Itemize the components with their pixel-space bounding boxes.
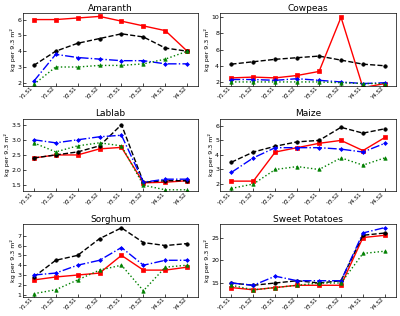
Y-axis label: kg per 9.3 m²: kg per 9.3 m² xyxy=(10,28,16,71)
Y-axis label: kg per 9.3 m²: kg per 9.3 m² xyxy=(208,133,214,176)
Y-axis label: kg per 9.3 m²: kg per 9.3 m² xyxy=(4,133,10,176)
Title: Amaranth: Amaranth xyxy=(88,4,133,13)
Title: Sweet Potatoes: Sweet Potatoes xyxy=(273,215,343,224)
Title: Maize: Maize xyxy=(295,110,321,118)
Y-axis label: kg per 9.3 m²: kg per 9.3 m² xyxy=(204,28,210,71)
Y-axis label: kg per 9.3 m²: kg per 9.3 m² xyxy=(10,239,16,282)
Y-axis label: kg per 9.3 m²: kg per 9.3 m² xyxy=(204,239,210,282)
Title: Sorghum: Sorghum xyxy=(90,215,131,224)
Title: Lablab: Lablab xyxy=(96,110,126,118)
Title: Cowpeas: Cowpeas xyxy=(288,4,328,13)
